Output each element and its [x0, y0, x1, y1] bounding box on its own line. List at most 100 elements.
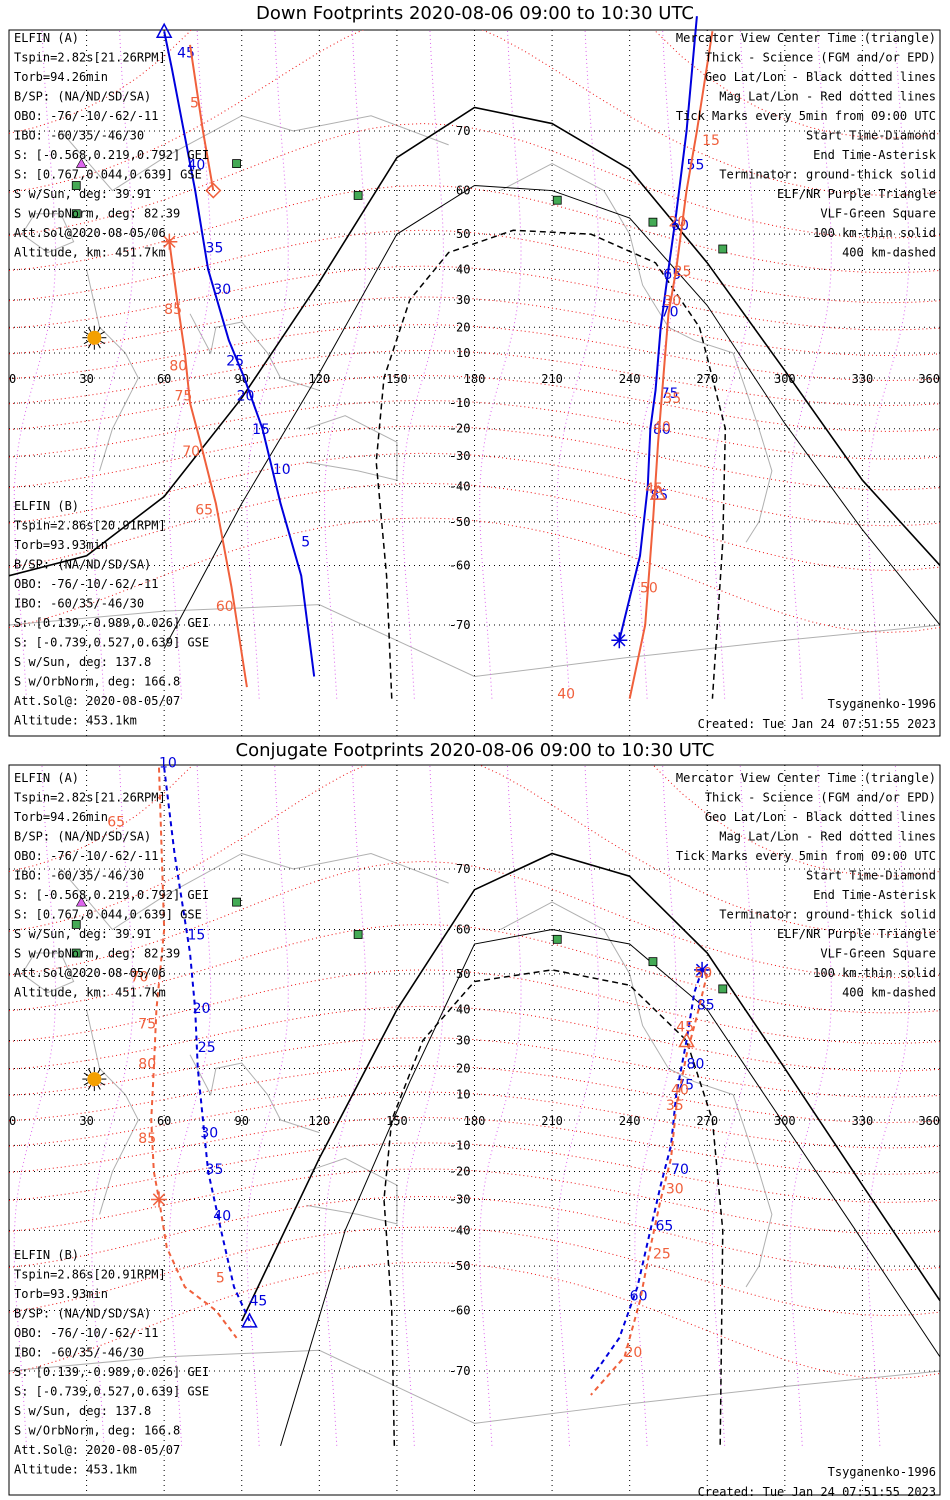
track-time-label: 40: [671, 1083, 689, 1099]
elfin-b-info-line: ELFIN (B): [14, 499, 79, 513]
track-time-label: 45: [645, 481, 663, 497]
track-time-label: 15: [702, 133, 720, 149]
elfin-b-info-line: S w/Sun, deg: 137.8: [14, 655, 151, 669]
legend-line: Terminator: ground-thick solid: [719, 908, 936, 922]
track-time-label: 60: [671, 218, 689, 234]
elfin-b-info-line: OBO: -76/-10/-62/-11: [14, 577, 159, 591]
track-time-label: 65: [195, 502, 213, 518]
lon-tick-label: 180: [464, 372, 486, 386]
elfin-b-info-line: Tspin=2.86s[20.91RPM]: [14, 1268, 166, 1282]
legend-line: Mag Lat/Lon - Red dotted lines: [719, 830, 936, 844]
mag-lat-line: [9, 1037, 940, 1098]
track-time-label: 30: [213, 282, 231, 298]
asterisk-arm: [152, 1193, 166, 1206]
end-time-asterisk: [694, 961, 711, 978]
elfin-b-info-line: S w/Sun, deg: 137.8: [14, 1404, 151, 1418]
elfin-a-info-line: S w/Sun, deg: 39.91: [14, 187, 151, 201]
footprint-track: [168, 241, 248, 688]
track-time-label: 40: [653, 419, 671, 435]
sun-ray: [97, 343, 101, 349]
elfin-a-info-line: IBO: -60/35/-46/30: [14, 129, 144, 143]
footprint-track: [189, 44, 215, 191]
lon-tick-label: 0: [9, 372, 16, 386]
lon-tick-label: 60: [157, 372, 171, 386]
elfin-a-info-line: OBO: -76/-10/-62/-11: [14, 849, 159, 863]
elfin-b-info-line: IBO: -60/35/-46/30: [14, 1346, 144, 1360]
track-time-label: 80: [653, 422, 671, 438]
elfin-b-info-line: Altitude: 453.1km: [14, 714, 137, 728]
mag-lat-line: [9, 1261, 940, 1380]
coastline-2: [189, 1054, 320, 1134]
lon-tick-label: 240: [619, 372, 641, 386]
legend-line: 400 km-dashed: [842, 246, 936, 260]
coastline-5: [732, 1094, 773, 1288]
legend-line: Thick - Science (FGM and/or EPD): [705, 51, 936, 65]
lon-tick-label: 30: [79, 1114, 93, 1128]
lat-tick-label: -20: [449, 1165, 471, 1179]
mag-lon-line: [324, 30, 367, 699]
lon-tick-label: 330: [852, 372, 874, 386]
lat-tick-label: 70: [456, 124, 470, 138]
vlf-site-square: [232, 159, 241, 168]
elfin-a-info-line: S: [-0.568,0.219,0.792] GEI: [14, 888, 209, 902]
sun-ray: [97, 1068, 101, 1074]
sun-icon: [82, 325, 107, 350]
legend-line: Mercator View Center Time (triangle): [676, 31, 936, 45]
sun-ray: [87, 343, 92, 349]
mag-lon-line: [867, 30, 910, 699]
track-time-label: 20: [668, 214, 686, 230]
elfin-b-info-line: Altitude: 453.1km: [14, 1463, 137, 1477]
legend-line: ELF/NR Purple Triangle: [777, 187, 936, 201]
mag-lat-line: [9, 265, 940, 331]
sun-icon: [82, 1067, 107, 1092]
lon-tick-label: 360: [918, 1114, 940, 1128]
created-label: Created: Tue Jan 24 07:51:55 2023: [698, 1485, 936, 1499]
lat-tick-label: 70: [456, 862, 470, 876]
lon-tick-label: 150: [386, 1114, 408, 1128]
mag-lon-line: [479, 30, 522, 699]
lat-tick-label: -20: [449, 422, 471, 436]
lat-tick-label: -60: [449, 1303, 471, 1317]
track-time-label: 65: [107, 815, 125, 831]
legend-line: Start Time-Diamond: [806, 869, 936, 883]
track-time-label: 60: [630, 1289, 648, 1305]
track-time-label: 5: [301, 535, 310, 551]
lon-tick-label: 120: [308, 372, 330, 386]
lat-tick-label: 40: [456, 1003, 470, 1017]
legend-line: Mag Lat/Lon - Red dotted lines: [719, 90, 936, 104]
elfin-a-info-line: S: [0.767,0.044,0.639] GSE: [14, 168, 202, 182]
map-body: [9, 765, 940, 1495]
lon-tick-label: 330: [852, 1114, 874, 1128]
vlf-site-square: [353, 930, 363, 939]
track-time-label: 70: [131, 970, 149, 986]
footprint-track: [628, 31, 714, 699]
lon-tick-label: 120: [308, 1114, 330, 1128]
elfin-a-info-line: S: [0.767,0.044,0.639] GSE: [14, 908, 202, 922]
vlf-site-square: [71, 919, 81, 929]
lon-tick-label: 0: [9, 1114, 16, 1128]
vlf-site-square: [552, 195, 562, 205]
down-footprints-map: 0 30 60 90 120 150 180 210 240 270 300 330 360706050…: [8, 16, 941, 737]
mag-lon-line: [789, 30, 832, 699]
mag-lon-line: [91, 30, 134, 699]
vlf-site-square: [648, 217, 658, 227]
elfin-b-info-line: B/SP: (NA/ND/SD/SA): [14, 1307, 151, 1321]
vlf-site-square: [232, 897, 241, 907]
coastline-1: [86, 269, 139, 472]
mag-lat-line: [9, 452, 940, 527]
mag-lon-line: [711, 30, 755, 699]
sun-ray: [100, 1082, 105, 1086]
sun-disk: [87, 1072, 102, 1087]
elfin-b-info-line: IBO: -60/35/-46/30: [14, 597, 144, 611]
mag-lat-line: [9, 1091, 940, 1149]
elfin-b-info-line: S: [-0.739,0.527,0.639] GSE: [14, 1385, 209, 1399]
lon-tick-label: 180: [464, 1114, 486, 1128]
end-time-asterisk: [611, 632, 628, 649]
legend-line: Mercator View Center Time (triangle): [676, 771, 936, 785]
coastline-7: [21, 952, 75, 994]
coastline-3: [306, 415, 398, 481]
terminator-thick: [241, 852, 940, 1322]
map-layer: 0 30 60 90 120 150 180 210 240 270 300 330 360706050…: [9, 16, 940, 736]
elfin-a-info-line: B/SP: (NA/ND/SD/SA): [14, 90, 151, 104]
lat-tick-label: 20: [456, 1061, 470, 1075]
